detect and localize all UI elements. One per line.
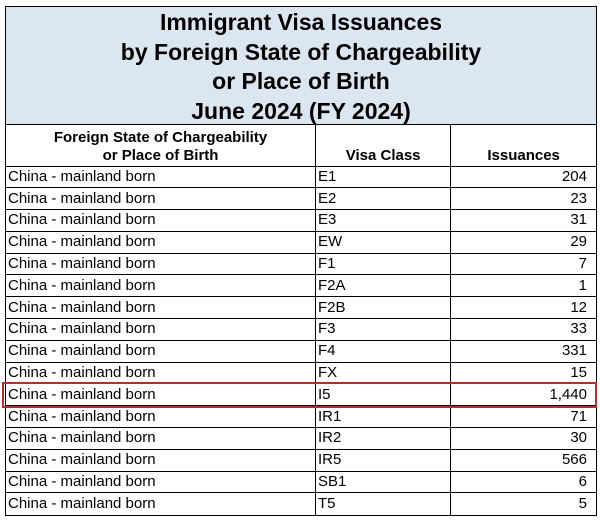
cell-issuances: 1,440 [450, 383, 596, 406]
cell-issuances: 5 [450, 492, 596, 515]
cell-issuances: 31 [450, 209, 596, 232]
cell-visa-class: E1 [315, 166, 451, 188]
cell-visa-class: E3 [315, 209, 451, 232]
cell-visa-class: F2A [315, 274, 451, 297]
title-line-1: Immigrant Visa Issuances [159, 9, 443, 35]
table-row: China - mainland born IR5 566 [6, 448, 596, 472]
table-row: China - mainland born E1 204 [6, 166, 596, 188]
cell-visa-class: I5 [315, 383, 451, 406]
table-row: China - mainland born EW 29 [6, 230, 596, 254]
header-foreign-state-line-1: Foreign State of Chargeability [53, 128, 268, 146]
table-row: China - mainland born FX 15 [6, 361, 596, 384]
table-row: China - mainland born SB1 6 [6, 470, 596, 493]
header-visa-class: Visa Class [315, 125, 451, 167]
table-row: China - mainland born F4 331 [6, 339, 596, 363]
cell-foreign-state: China - mainland born [6, 361, 316, 384]
cell-foreign-state: China - mainland born [6, 209, 316, 232]
table-row: China - mainland born E2 23 [6, 187, 596, 210]
cell-foreign-state: China - mainland born [6, 187, 316, 210]
issuance-table: Foreign State of Chargeability or Place … [6, 125, 596, 515]
cell-foreign-state: China - mainland born [6, 405, 316, 428]
title-line-4: June 2024 (FY 2024) [191, 97, 411, 124]
table-row: China - mainland born IR2 30 [6, 427, 596, 450]
cell-foreign-state: China - mainland born [6, 274, 316, 297]
title-block: Immigrant Visa Issuances by Foreign Stat… [6, 7, 596, 125]
cell-visa-class: F1 [315, 252, 451, 275]
cell-visa-class: F2B [315, 296, 451, 319]
cell-foreign-state: China - mainland born [6, 230, 316, 254]
cell-foreign-state: China - mainland born [6, 296, 316, 319]
cell-foreign-state: China - mainland born [8, 167, 156, 185]
cell-foreign-state: China - mainland born [6, 383, 316, 406]
header-row: Foreign State of Chargeability or Place … [6, 125, 596, 167]
cell-issuances: 566 [450, 448, 596, 472]
cell-foreign-state: China - mainland born [6, 470, 316, 493]
cell-visa-class: IR2 [315, 427, 451, 450]
cell-issuances: 12 [450, 296, 596, 319]
cell-foreign-state: China - mainland born [6, 252, 316, 275]
cell-issuances: 6 [450, 470, 596, 493]
cell-visa-class: E2 [315, 187, 451, 210]
table-row: China - mainland born F2B 12 [6, 296, 596, 319]
cell-issuances: 7 [450, 252, 596, 275]
table-row: China - mainland born T5 5 [6, 492, 596, 515]
table-row: China - mainland born E3 31 [6, 209, 596, 232]
table-row: China - mainland born F2A 1 [6, 274, 596, 297]
cell-foreign-state: China - mainland born [6, 427, 316, 450]
cell-visa-class: IR5 [315, 448, 451, 472]
cell-issuances: 33 [450, 318, 596, 341]
table-row: China - mainland born F1 7 [6, 252, 596, 275]
cell-foreign-state: China - mainland born [6, 492, 316, 515]
cell-issuances: 29 [450, 230, 596, 254]
table-row: China - mainland born I5 1,440 [6, 383, 596, 406]
table-row: China - mainland born IR1 71 [6, 405, 596, 428]
header-issuances: Issuances [450, 125, 596, 167]
header-foreign-state-line-2: or Place of Birth [102, 146, 219, 164]
cell-foreign-state: China - mainland born [6, 318, 316, 341]
cell-visa-class: FX [315, 361, 451, 384]
cell-foreign-state: China - mainland born [6, 448, 316, 472]
visa-issuance-sheet: Immigrant Visa Issuances by Foreign Stat… [5, 6, 597, 516]
cell-issuances: 331 [450, 339, 596, 363]
title-line-2: by Foreign State of Chargeability [120, 38, 482, 65]
cell-issuances: 30 [450, 427, 596, 450]
cell-issuances: 204 [450, 166, 596, 188]
cell-issuances: 71 [450, 405, 596, 428]
table-body: China - mainland born E1 204 China - mainla… [6, 166, 596, 515]
cell-visa-class: F3 [315, 318, 451, 341]
cell-visa-class: IR1 [315, 405, 451, 428]
cell-visa-class: EW [315, 230, 451, 254]
cell-visa-class: SB1 [315, 470, 451, 493]
cell-issuances: 1 [450, 274, 596, 297]
cell-visa-class: F4 [315, 339, 451, 363]
table-row: China - mainland born F3 33 [6, 318, 596, 341]
cell-foreign-state: China - mainland born [6, 339, 316, 363]
cell-visa-class: T5 [315, 492, 451, 515]
cell-issuances: 15 [450, 361, 596, 384]
title-line-3: or Place of Birth [212, 68, 390, 94]
cell-issuances: 23 [450, 187, 596, 210]
header-foreign-state: Foreign State of Chargeability or Place … [6, 125, 316, 167]
